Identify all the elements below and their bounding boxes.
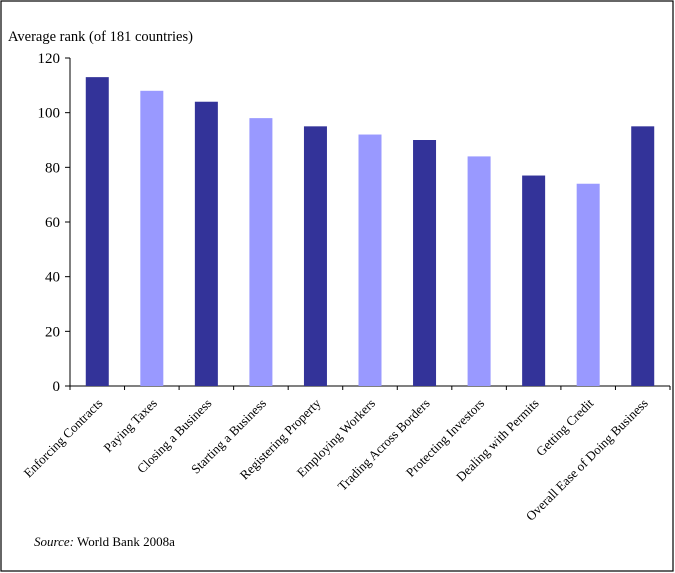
plot-area: 0 20 40 60 80 100 120 Enforcing ContractsPaying… <box>20 51 671 524</box>
source-label: Source: <box>34 534 74 549</box>
bar-1 <box>85 77 109 386</box>
bar-8 <box>467 156 491 386</box>
bar-10 <box>576 183 600 386</box>
source-note: Source: World Bank 2008a <box>34 534 175 550</box>
bar-11 <box>631 126 655 386</box>
y-tick-label: 0 <box>53 379 61 395</box>
bar-9 <box>522 175 546 386</box>
x-tick-label: Paying Taxes <box>100 396 160 456</box>
y-tick-label: 100 <box>38 106 61 122</box>
y-tick-label: 40 <box>45 270 60 286</box>
x-tick-label: Enforcing Contracts <box>20 396 105 481</box>
y-axis-label: Average rank (of 181 countries) <box>8 29 193 45</box>
x-tick-label: Trading Across Borders <box>335 396 433 494</box>
bar-3 <box>194 101 218 386</box>
bar-7 <box>413 140 437 386</box>
bar-2 <box>140 90 164 387</box>
source-text: World Bank 2008a <box>73 534 175 549</box>
bar-6 <box>358 134 382 386</box>
y-tick-label: 60 <box>45 215 60 231</box>
y-tick-label: 20 <box>45 324 60 340</box>
y-tick-label: 120 <box>38 51 61 67</box>
bar-4 <box>249 118 273 386</box>
y-tick-label: 80 <box>45 160 60 176</box>
bar-5 <box>303 126 327 386</box>
